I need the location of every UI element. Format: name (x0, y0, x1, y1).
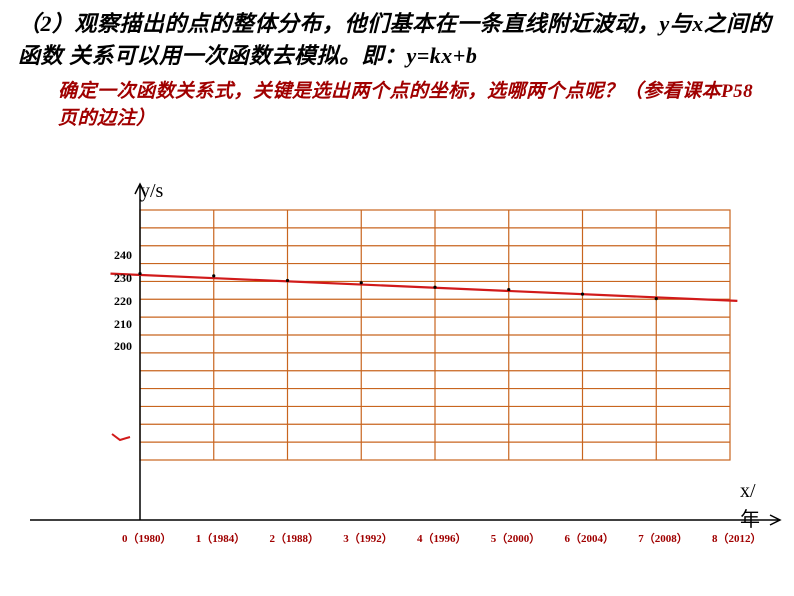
y-tick-label: 230 (102, 271, 132, 286)
y-tick-label: 210 (102, 317, 132, 332)
x-tick-label: 7（2008） (638, 530, 688, 546)
x-tick-label: 3（1992） (343, 530, 393, 546)
x-tick-label: 4（1996） (417, 530, 467, 546)
heading: （2）观察描出的点的整体分布，他们基本在一条直线附近波动，y与x之间的函数 关系… (0, 0, 794, 72)
chart-container: y/s x/ 年 200 210 220 230 240 0（1980） 1（1984） 2… (0, 180, 794, 590)
x-tick-label: 1（1984） (196, 530, 246, 546)
x-axis-label: x/ 年 (740, 480, 760, 532)
x-tick-label: 8（2012） (712, 530, 762, 546)
x-tick-label: 2（1988） (270, 530, 320, 546)
subtext: 确定一次函数关系式，关键是选出两个点的坐标，选哪两个点呢？（参看课本P58页的边… (0, 72, 794, 133)
y-tick-label: 240 (102, 248, 132, 263)
x-tick-label: 5（2000） (491, 530, 541, 546)
y-tick-label: 200 (102, 339, 132, 354)
y-axis-label: y/s (140, 180, 163, 203)
x-tick-label: 6（2004） (565, 530, 615, 546)
x-tick-label: 0（1980） (122, 530, 172, 546)
chart-svg (0, 180, 794, 590)
y-tick-label: 220 (102, 294, 132, 309)
